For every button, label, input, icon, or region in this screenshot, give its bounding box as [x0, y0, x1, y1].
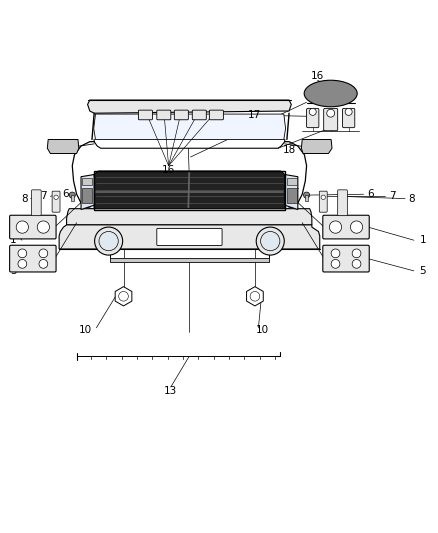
Text: 13: 13: [164, 386, 177, 397]
FancyBboxPatch shape: [209, 110, 223, 120]
Circle shape: [256, 227, 284, 255]
Circle shape: [18, 249, 27, 258]
Circle shape: [345, 108, 352, 115]
FancyBboxPatch shape: [319, 191, 327, 212]
FancyBboxPatch shape: [52, 191, 60, 212]
FancyBboxPatch shape: [157, 110, 171, 120]
Bar: [71, 195, 74, 201]
Ellipse shape: [304, 80, 357, 107]
Circle shape: [309, 108, 316, 115]
FancyBboxPatch shape: [338, 190, 347, 216]
Circle shape: [321, 195, 325, 199]
FancyBboxPatch shape: [323, 245, 369, 272]
Circle shape: [99, 231, 118, 251]
Text: 18: 18: [283, 146, 296, 156]
Circle shape: [350, 221, 363, 233]
Bar: [94, 171, 285, 209]
FancyBboxPatch shape: [323, 215, 369, 239]
Bar: [305, 195, 308, 201]
Text: 16: 16: [311, 71, 324, 81]
FancyBboxPatch shape: [10, 245, 56, 272]
Text: 17: 17: [247, 110, 261, 120]
Text: 7: 7: [389, 191, 396, 201]
Polygon shape: [115, 287, 132, 306]
Circle shape: [352, 260, 361, 268]
Text: 5: 5: [10, 266, 17, 276]
Text: 6: 6: [62, 189, 69, 199]
Polygon shape: [47, 140, 79, 154]
FancyBboxPatch shape: [343, 108, 355, 128]
Polygon shape: [94, 114, 286, 140]
Polygon shape: [67, 209, 312, 225]
Circle shape: [69, 192, 75, 198]
Polygon shape: [88, 100, 291, 113]
FancyBboxPatch shape: [307, 108, 319, 128]
Circle shape: [18, 260, 27, 268]
Circle shape: [39, 249, 48, 258]
FancyBboxPatch shape: [174, 110, 188, 120]
Circle shape: [352, 249, 361, 258]
Text: 10: 10: [256, 325, 269, 335]
FancyBboxPatch shape: [157, 229, 222, 246]
Text: 16: 16: [162, 165, 175, 175]
Circle shape: [304, 192, 310, 198]
Text: 6: 6: [367, 189, 374, 199]
FancyBboxPatch shape: [138, 110, 152, 120]
Text: 8: 8: [408, 193, 415, 204]
FancyBboxPatch shape: [324, 108, 338, 131]
Circle shape: [37, 221, 49, 233]
Bar: [287, 188, 297, 203]
Text: 10: 10: [79, 325, 92, 335]
FancyBboxPatch shape: [10, 215, 56, 239]
Polygon shape: [81, 174, 94, 209]
Circle shape: [331, 249, 340, 258]
Circle shape: [54, 195, 58, 199]
Bar: [110, 258, 269, 262]
Polygon shape: [285, 174, 298, 209]
Circle shape: [331, 260, 340, 268]
Circle shape: [39, 260, 48, 268]
Circle shape: [329, 221, 342, 233]
FancyBboxPatch shape: [32, 190, 41, 216]
Text: 7: 7: [40, 191, 47, 201]
Polygon shape: [59, 225, 320, 249]
Circle shape: [327, 109, 335, 117]
Text: 1: 1: [10, 235, 17, 245]
Circle shape: [16, 221, 28, 233]
Circle shape: [95, 227, 123, 255]
Text: 1: 1: [419, 235, 426, 245]
Bar: [82, 177, 92, 185]
Text: 8: 8: [21, 193, 28, 204]
FancyBboxPatch shape: [192, 110, 206, 120]
Circle shape: [261, 231, 280, 251]
Text: 5: 5: [419, 266, 426, 276]
Polygon shape: [301, 140, 332, 154]
Bar: [287, 177, 297, 185]
Polygon shape: [94, 171, 285, 209]
Polygon shape: [247, 287, 263, 306]
Bar: [82, 188, 92, 203]
